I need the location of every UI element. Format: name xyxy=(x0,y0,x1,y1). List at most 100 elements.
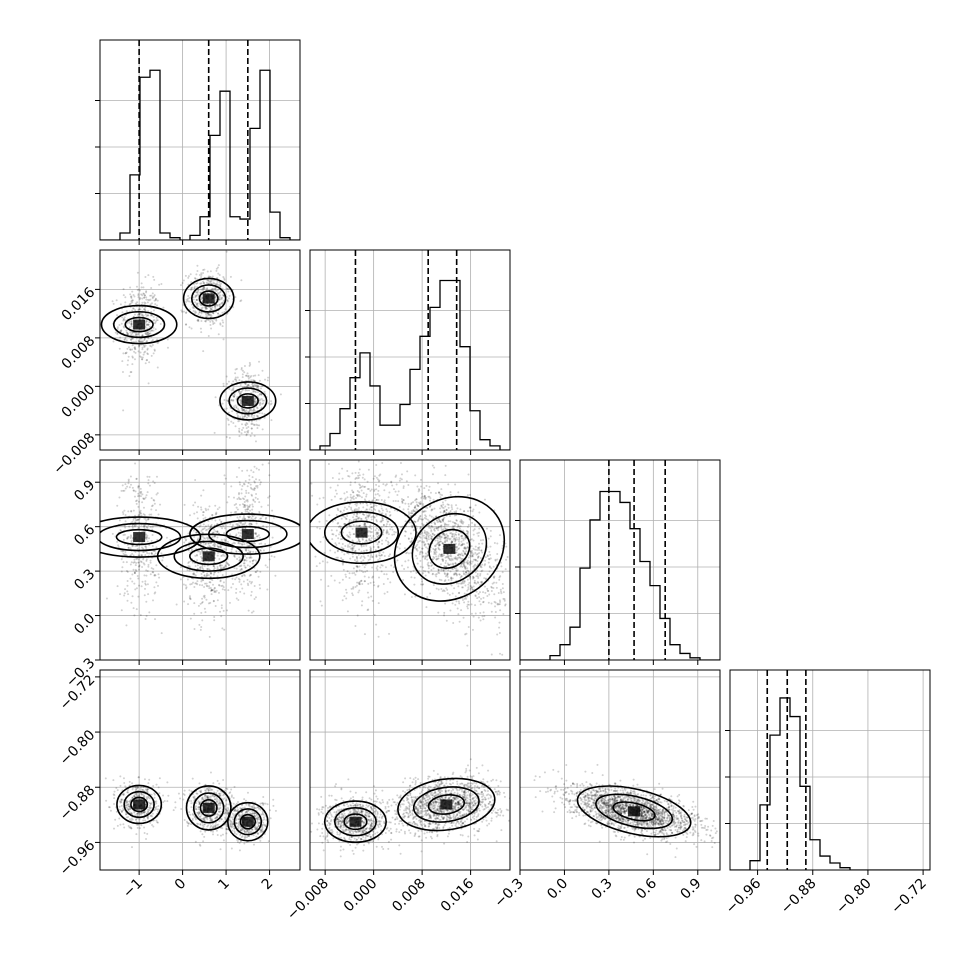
sample-point xyxy=(432,498,435,501)
sample-point xyxy=(127,355,130,358)
sample-point xyxy=(385,530,388,533)
sample-point xyxy=(113,827,116,830)
sample-point xyxy=(433,529,436,532)
sample-point xyxy=(253,536,256,539)
sample-point xyxy=(216,567,219,570)
sample-point xyxy=(246,508,249,511)
sample-point xyxy=(215,589,218,592)
sample-point xyxy=(369,534,372,537)
sample-point xyxy=(399,461,402,464)
sample-point xyxy=(133,295,136,298)
sample-point xyxy=(139,512,142,515)
sample-point xyxy=(198,525,201,528)
sample-point xyxy=(246,510,249,513)
sample-point xyxy=(162,556,165,559)
contour-1-2 xyxy=(428,528,471,569)
sample-point xyxy=(144,554,147,557)
sample-point xyxy=(486,554,489,557)
sample-point xyxy=(383,573,386,576)
sample-point xyxy=(467,570,470,573)
sample-point xyxy=(401,501,404,504)
sample-point xyxy=(475,590,478,593)
sample-point xyxy=(463,552,466,555)
sample-point xyxy=(352,567,355,570)
sample-point xyxy=(197,318,200,321)
sample-point xyxy=(463,547,466,550)
sample-point xyxy=(389,581,392,584)
sample-point xyxy=(410,541,413,544)
sample-point xyxy=(156,366,159,369)
sample-point xyxy=(454,483,457,486)
sample-point xyxy=(196,303,199,306)
sample-point xyxy=(462,539,465,542)
sample-point xyxy=(474,604,477,607)
sample-point xyxy=(447,578,450,581)
sample-point xyxy=(413,576,416,579)
sample-point xyxy=(376,532,379,535)
sample-point xyxy=(516,628,518,630)
sample-point xyxy=(467,625,470,628)
sample-point xyxy=(123,338,126,341)
sample-point xyxy=(443,516,446,519)
sample-point xyxy=(239,398,242,401)
sample-point xyxy=(145,614,148,617)
sample-point xyxy=(151,571,154,574)
sample-point xyxy=(137,526,140,529)
sample-point xyxy=(128,525,131,528)
sample-point xyxy=(134,351,137,354)
sample-point xyxy=(208,505,211,508)
sample-point xyxy=(496,553,499,556)
sample-point xyxy=(413,528,416,531)
sample-point xyxy=(373,584,376,587)
sample-point xyxy=(363,498,366,501)
sample-point xyxy=(247,414,250,417)
sample-point xyxy=(133,358,136,361)
sample-point xyxy=(145,812,148,815)
sample-point xyxy=(135,608,138,611)
sample-point xyxy=(187,276,190,279)
sample-point xyxy=(351,592,354,595)
sample-point xyxy=(461,522,464,525)
sample-point xyxy=(234,425,237,428)
sample-point xyxy=(248,551,251,554)
sample-point xyxy=(188,300,191,303)
sample-point xyxy=(120,329,123,332)
sample-point xyxy=(501,571,504,574)
sample-point xyxy=(205,582,208,585)
sample-point xyxy=(134,500,137,503)
sample-point xyxy=(458,602,461,605)
sample-point xyxy=(205,315,208,318)
sample-point xyxy=(209,314,212,317)
sample-point xyxy=(131,299,134,302)
sample-point xyxy=(485,577,488,580)
sample-point xyxy=(196,580,199,583)
sample-point xyxy=(454,572,457,575)
sample-point xyxy=(459,553,462,556)
sample-point xyxy=(465,571,468,574)
sample-point xyxy=(392,566,395,569)
sample-point xyxy=(376,568,379,571)
sample-point xyxy=(452,563,455,566)
sample-point xyxy=(345,588,348,591)
sample-point xyxy=(233,392,236,395)
sample-point xyxy=(220,615,223,618)
sample-point xyxy=(316,526,319,529)
sample-point xyxy=(233,395,236,398)
sample-point xyxy=(238,491,241,494)
sample-point xyxy=(379,554,382,557)
sample-point xyxy=(116,540,119,543)
sample-point xyxy=(264,517,267,520)
sample-point xyxy=(414,595,417,598)
sample-point xyxy=(125,351,128,354)
sample-point xyxy=(326,561,329,564)
sample-point xyxy=(359,517,362,520)
sample-point xyxy=(435,527,438,530)
sample-point xyxy=(338,542,341,545)
sample-point xyxy=(412,510,415,513)
sample-point xyxy=(431,526,434,529)
sample-point xyxy=(458,536,461,539)
sample-point xyxy=(249,504,252,507)
sample-point xyxy=(435,551,438,554)
sample-point xyxy=(249,483,252,486)
sample-point xyxy=(375,488,378,491)
